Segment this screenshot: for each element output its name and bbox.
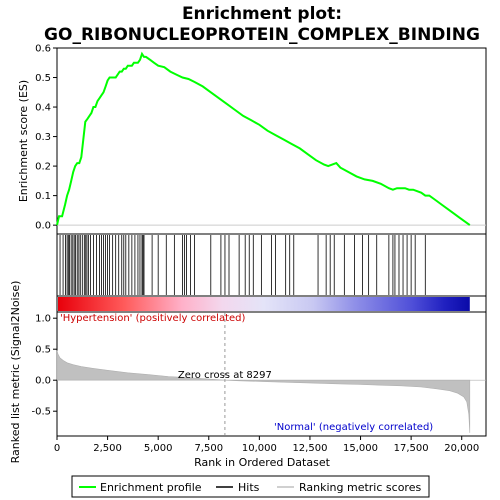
es-y-tick-label: 0.5 <box>35 73 51 84</box>
x-tick-label: 2,500 <box>93 443 122 454</box>
enrichment-profile-polyline <box>56 51 471 226</box>
x-tick-label: 5,000 <box>144 443 173 454</box>
x-tick-label: 20,000 <box>444 443 479 454</box>
metric-y-tick-label: 0.5 <box>35 345 51 356</box>
es-y-axis-label: Enrichment score (ES) <box>17 80 30 202</box>
metric-y-tick-label: -0.5 <box>31 407 51 418</box>
ranking-color-bar <box>58 297 470 311</box>
es-y-tick-label: 0.6 <box>35 44 51 55</box>
enrichment-profile-line <box>56 51 471 226</box>
x-tick-label: 17,500 <box>394 443 429 454</box>
x-tick-label: 7,500 <box>194 443 223 454</box>
x-tick-label: 15,000 <box>343 443 378 454</box>
metric-y-axis-label: Ranked list metric (Signal2Noise) <box>9 281 22 464</box>
es-y-tick-label: 0.4 <box>35 103 51 114</box>
x-axis-label: Rank in Ordered Dataset <box>194 456 331 469</box>
es-panel-frame <box>56 47 487 235</box>
es-y-tick-label: 0.2 <box>35 162 51 173</box>
ranking-metric-fill <box>56 350 471 433</box>
metric-y-axis: 1.0 0.5 0.0 -0.5 <box>31 314 57 418</box>
chart-title-line1: Enrichment plot: <box>182 4 342 24</box>
es-y-tick-label: 0.3 <box>35 132 51 143</box>
metric-y-tick-label: 1.0 <box>35 314 51 325</box>
x-tick-label: 12,500 <box>292 443 327 454</box>
x-axis: 0 2,500 5,000 7,500 10,000 12,500 15,000 17,500… <box>54 436 479 454</box>
zero-cross-label: Zero cross at 8297 <box>178 370 272 381</box>
legend-hits-label: Hits <box>238 481 260 494</box>
negative-correlation-label: 'Normal' (negatively correlated) <box>274 422 433 433</box>
legend-enrichment-label: Enrichment profile <box>100 481 202 494</box>
positive-correlation-label: 'Hypertension' (positively correlated) <box>60 313 246 324</box>
es-y-tick-label: 0.1 <box>35 191 51 202</box>
metric-y-tick-label: 0.0 <box>35 376 51 387</box>
es-y-axis: 0.0 0.1 0.2 0.3 0.4 0.5 0.6 <box>35 44 57 232</box>
legend-box <box>71 475 430 498</box>
x-tick-label: 0 <box>54 443 60 454</box>
hit-markers <box>59 235 426 295</box>
chart-title-line2: GO_RIBONUCLEOPROTEIN_COMPLEX_BINDING <box>44 25 480 45</box>
x-tick-label: 10,000 <box>242 443 277 454</box>
es-y-tick-label: 0.0 <box>35 221 51 232</box>
legend-metric-label: Ranking metric scores <box>299 481 421 494</box>
ranking-metric-area <box>56 350 486 433</box>
